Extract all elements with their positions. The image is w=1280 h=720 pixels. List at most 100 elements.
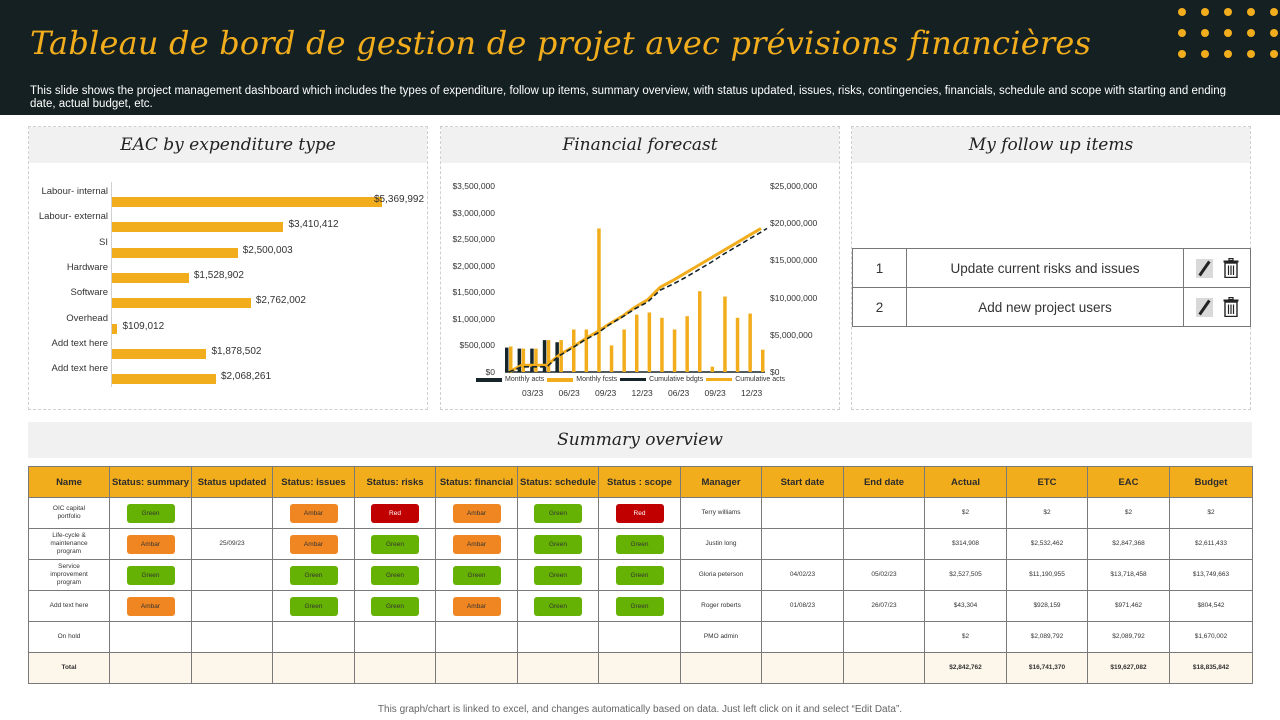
followup-text: Add new project users	[906, 287, 1184, 327]
monthly-fcsts-bar[interactable]	[572, 329, 576, 372]
eac-bar-row: Overhead $109,012	[29, 313, 429, 338]
eac-bar[interactable]	[112, 197, 382, 207]
left-axis-tick: $0	[485, 367, 495, 377]
status-issues-cell: Green	[272, 590, 355, 622]
status-badge: Red	[615, 503, 664, 523]
column-header: Budget	[1169, 466, 1253, 498]
status-badge: Green	[289, 596, 338, 616]
start-cell: 01/08/23	[761, 590, 844, 622]
monthly-fcsts-bar[interactable]	[521, 348, 526, 372]
followup-row: 1 Update current risks and issues	[852, 248, 1251, 288]
status-badge: Ambar	[452, 534, 501, 554]
monthly-fcsts-bar[interactable]	[660, 317, 664, 372]
monthly-fcsts-bar[interactable]	[509, 346, 513, 372]
name-cell: Life-cycle & maintenance program	[28, 528, 110, 560]
column-header: Status: summary	[109, 466, 192, 498]
monthly-acts-bar[interactable]	[517, 348, 522, 372]
manager-cell: Terry williams	[680, 497, 762, 529]
monthly-fcsts-bar[interactable]	[546, 340, 551, 372]
monthly-acts-bar[interactable]	[530, 348, 534, 372]
monthly-fcsts-bar[interactable]	[723, 296, 727, 372]
monthly-fcsts-bar[interactable]	[635, 314, 639, 372]
total-etc-cell: $16,741,370	[1006, 652, 1088, 684]
eac-value-label: $109,012	[122, 320, 165, 332]
followup-table: 1 Update current risks and issues 2 Add …	[852, 248, 1251, 327]
left-axis-tick: $1,500,000	[452, 287, 495, 298]
status-badge: Green	[534, 534, 582, 554]
status-schedule-cell: Green	[517, 590, 599, 622]
etc-cell: $11,190,955	[1006, 559, 1088, 591]
status-risks-cell: Green	[354, 528, 436, 560]
table-row: OIC capital portfolio Green Ambar Red Ambar G…	[28, 497, 1253, 529]
name-cell: Add text here	[28, 590, 110, 622]
actual-cell: $2	[924, 497, 1007, 529]
status-summary-cell: Green	[109, 497, 192, 529]
financial-cell	[435, 621, 518, 653]
followup-text: Update current risks and issues	[906, 248, 1184, 288]
eac-bar-row: Hardware $1,528,902	[29, 262, 429, 287]
decorative-dots-icon	[1178, 8, 1278, 58]
total-eac-cell: $19,627,082	[1087, 652, 1170, 684]
monthly-acts-bar[interactable]	[505, 347, 509, 372]
monthly-fcsts-bar[interactable]	[710, 366, 715, 372]
monthly-fcsts-bar[interactable]	[597, 228, 601, 372]
table-row: Service improvement program Green Green Gre…	[28, 559, 1253, 591]
right-axis-tick: $20,000,000	[770, 218, 818, 229]
monthly-acts-bar[interactable]	[542, 340, 547, 372]
monthly-fcsts-bar[interactable]	[534, 348, 538, 372]
monthly-fcsts-bar[interactable]	[685, 316, 689, 372]
updated-cell	[191, 497, 273, 529]
etc-cell: $2	[1006, 497, 1088, 529]
trash-icon[interactable]	[1223, 258, 1239, 278]
status-schedule-cell: Green	[517, 559, 599, 591]
monthly-fcsts-bar[interactable]	[559, 340, 563, 372]
eac-cell: $2	[1087, 497, 1170, 529]
start-cell	[761, 497, 844, 529]
status-badge: Ambar	[126, 596, 175, 616]
monthly-fcsts-bar[interactable]	[609, 345, 614, 372]
column-header: Status: issues	[272, 466, 355, 498]
forecast-chart[interactable]	[441, 127, 841, 411]
cumulative-acts-line[interactable]	[508, 227, 762, 374]
left-axis-tick: $2,000,000	[452, 260, 495, 271]
monthly-fcsts-bar[interactable]	[647, 312, 652, 372]
edit-icon[interactable]	[1195, 258, 1213, 278]
end-cell: 05/02/23	[843, 559, 925, 591]
manager-cell: Justin long	[680, 528, 762, 560]
eac-bar[interactable]	[112, 272, 189, 283]
left-axis-tick: $1,000,000	[452, 313, 495, 324]
cumulative-bdgts-line[interactable]	[508, 227, 768, 373]
monthly-fcsts-bar[interactable]	[698, 291, 702, 372]
edit-icon[interactable]	[1195, 297, 1213, 317]
monthly-fcsts-bar[interactable]	[622, 329, 626, 372]
budget-cell: $2,611,433	[1169, 528, 1253, 560]
trash-icon[interactable]	[1223, 297, 1239, 317]
monthly-fcsts-bar[interactable]	[672, 329, 677, 372]
status-risks-cell: Green	[354, 590, 436, 622]
eac-bar[interactable]	[112, 222, 284, 233]
eac-value-label: $2,068,261	[220, 371, 272, 383]
total-summary-cell	[109, 652, 192, 684]
status-issues-cell: Ambar	[272, 528, 355, 560]
budget-cell: $13,749,663	[1169, 559, 1253, 591]
eac-bar[interactable]	[112, 348, 207, 359]
name-cell: OIC capital portfolio	[28, 497, 110, 529]
followup-row: 2 Add new project users	[852, 287, 1251, 327]
monthly-fcsts-bar[interactable]	[735, 317, 740, 372]
status-badge: Green	[126, 503, 175, 523]
followup-panel: My follow up items 1 Update current risk…	[851, 126, 1251, 410]
monthly-fcsts-bar[interactable]	[748, 313, 752, 372]
eac-bar[interactable]	[112, 374, 216, 385]
status-badge: Green	[126, 565, 175, 585]
eac-bar[interactable]	[112, 323, 118, 334]
monthly-fcsts-bar[interactable]	[761, 349, 765, 372]
end-cell	[843, 497, 925, 529]
monthly-fcsts-bar[interactable]	[584, 329, 589, 372]
eac-category-label: Add text here	[51, 363, 108, 375]
summary-table: Name Status: summary Status updated Status:…	[28, 466, 1253, 684]
eac-bar[interactable]	[112, 298, 251, 309]
eac-bar[interactable]	[112, 247, 238, 258]
page-title: Tableau de bord de gestion de projet ave…	[30, 24, 1092, 62]
updated-cell	[191, 621, 273, 653]
name-cell: Service improvement program	[28, 559, 110, 591]
